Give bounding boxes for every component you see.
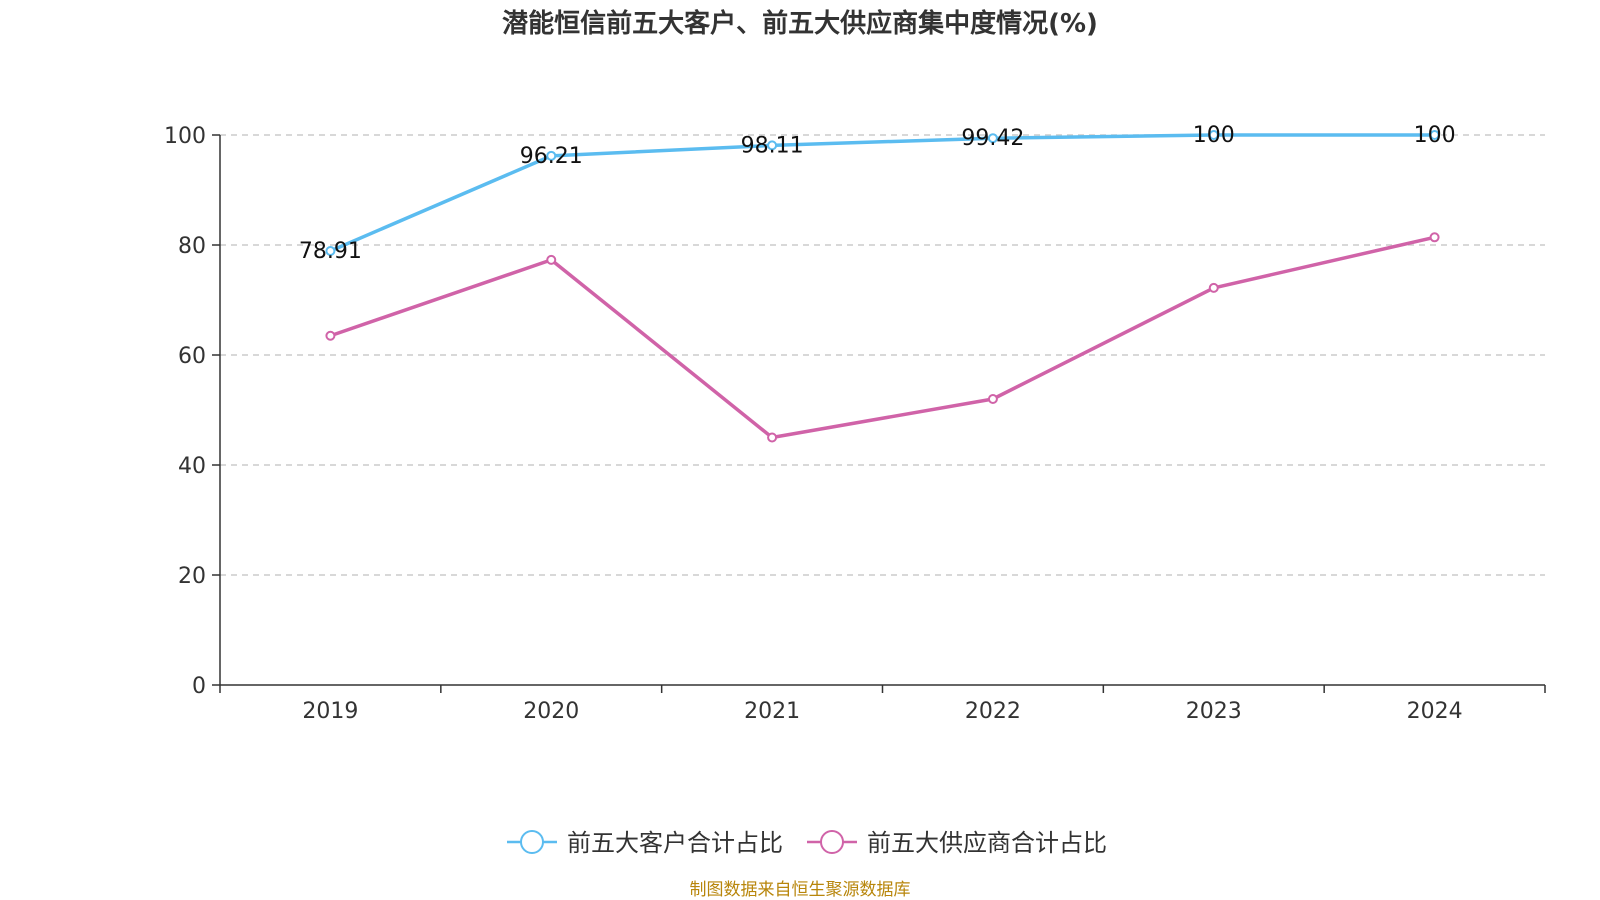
series-0-data-label: 98.11: [741, 133, 804, 158]
x-tick-label: 2019: [302, 699, 358, 724]
series-1-point: [987, 394, 998, 404]
legend: 前五大客户合计占比 前五大供应商合计占比: [507, 829, 1107, 857]
series-0-point: [1429, 130, 1440, 140]
data-labels: 78.91 96.21 98.11 99.42 100 100: [299, 123, 1456, 264]
series-1-point: [1429, 232, 1440, 243]
source-note: 制图数据来自恒生聚源数据库: [690, 880, 911, 900]
axes: 0 20 40 60 80 100 2019 2020 2021 2022 2023 2024: [164, 124, 1546, 724]
series-0-data-label: 100: [1414, 123, 1456, 148]
series-0-point: [987, 133, 998, 144]
series-0-point: [1208, 130, 1219, 140]
legend-label-1: 前五大供应商合计占比: [867, 829, 1107, 857]
chart-title: 潜能恒信前五大客户、前五大供应商集中度情况(%): [502, 8, 1098, 39]
legend-marker-0: [520, 830, 544, 854]
x-tick-label: 2022: [965, 699, 1021, 724]
y-tick-label: 20: [178, 564, 206, 589]
y-tick-label: 0: [192, 674, 206, 699]
series-line-1: [329, 235, 1435, 440]
x-tick-label: 2020: [523, 699, 579, 724]
y-tick-label: 40: [178, 454, 206, 479]
grid-lines: [220, 134, 1545, 576]
x-tick-label: 2023: [1186, 699, 1242, 724]
legend-marker-1: [820, 830, 844, 854]
series-0-point: [767, 140, 778, 151]
series-1-point: [325, 330, 336, 341]
series-1-point: [767, 432, 778, 443]
series-line-0: [329, 133, 1435, 253]
series-0-data-label: 96.21: [520, 144, 583, 169]
y-tick-label: 60: [178, 344, 206, 369]
y-tick-label: 100: [164, 124, 206, 149]
legend-label-0: 前五大客户合计占比: [567, 829, 783, 857]
series-1-point: [1208, 282, 1219, 293]
series-0-data-label: 100: [1193, 123, 1235, 148]
x-tick-label: 2024: [1407, 699, 1463, 724]
series-0-point: [325, 245, 336, 256]
series-layer: [325, 130, 1440, 443]
y-tick-label: 80: [178, 234, 206, 259]
x-tick-label: 2021: [744, 699, 800, 724]
series-1-point: [546, 254, 557, 265]
series-0-point: [546, 150, 557, 161]
series-0-data-label: 78.91: [299, 239, 362, 264]
series-0-data-label: 99.42: [961, 126, 1024, 151]
